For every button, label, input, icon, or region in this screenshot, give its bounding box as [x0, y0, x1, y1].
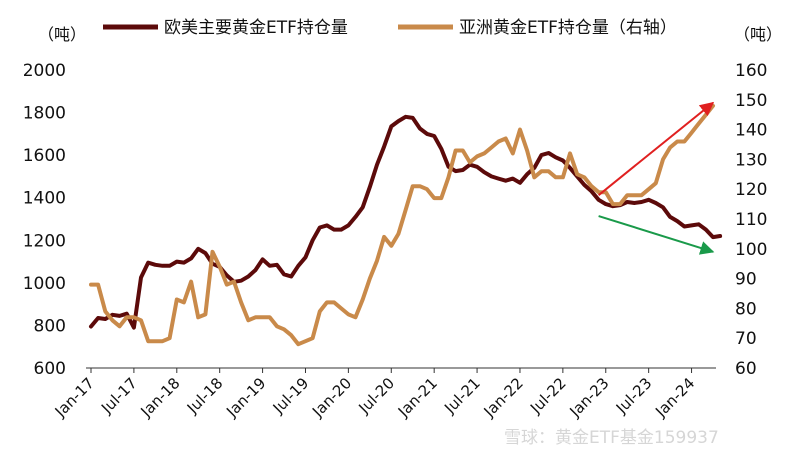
annotation-layer: [597, 101, 715, 255]
right-tick-label: 100: [735, 240, 767, 260]
series-layer: [89, 103, 723, 347]
left-axis-unit: （吨）: [38, 25, 86, 44]
right-tick-label: 70: [735, 329, 757, 349]
x-tick-label: Jul-18: [183, 374, 227, 418]
left-tick-label: 1600: [23, 146, 66, 166]
right-tick-label: 140: [735, 121, 767, 141]
x-tick-label: Jul-21: [440, 374, 484, 418]
right-tick-label: 110: [735, 210, 767, 230]
left-tick-label: 800: [34, 316, 66, 336]
right-tick-label: 160: [735, 61, 767, 81]
left-tick-label: 1800: [23, 104, 66, 124]
right-axis-ticks: 60 70 80 90 100 110 120 130 140 150 160: [735, 61, 767, 379]
x-tick-label: Jan-24: [651, 374, 698, 421]
x-tick-label: Jul-23: [612, 374, 656, 418]
x-tick-label: Jul-17: [97, 374, 141, 418]
left-tick-label: 1000: [23, 274, 66, 294]
legend: 欧美主要黄金ETF持仓量 亚洲黄金ETF持仓量（右轴）: [103, 18, 677, 38]
left-tick-label: 2000: [23, 61, 66, 81]
x-tick-label: Jan-22: [480, 374, 527, 421]
legend-label-west: 欧美主要黄金ETF持仓量: [164, 18, 348, 38]
right-tick-label: 120: [735, 180, 767, 200]
right-axis-unit: （吨）: [734, 25, 782, 44]
right-tick-label: 90: [735, 270, 757, 290]
x-tick-label: Jan-17: [51, 374, 98, 421]
left-tick-label: 1400: [23, 189, 66, 209]
left-axis-ticks: 600 800 1000 1200 1400 1600 1800 2000: [23, 61, 66, 379]
x-tick-label: Jan-21: [394, 374, 441, 421]
right-tick-label: 60: [735, 359, 757, 379]
right-tick-label: 150: [735, 91, 767, 111]
x-tick-label: Jan-19: [222, 374, 269, 421]
x-tick-label: Jul-20: [355, 374, 399, 418]
x-tick-label: Jan-18: [137, 374, 184, 421]
left-tick-label: 1200: [23, 231, 66, 251]
right-tick-label: 80: [735, 299, 757, 319]
x-tick-label: Jan-20: [308, 374, 355, 421]
trend-arrow-up: [597, 101, 715, 196]
x-tick-label: Jul-19: [269, 374, 313, 418]
legend-label-asia: 亚洲黄金ETF持仓量（右轴）: [459, 18, 677, 38]
left-tick-label: 600: [34, 359, 66, 379]
trend-arrow-down: [598, 215, 715, 255]
watermark-text: 雪球：黄金ETF基金159937: [504, 428, 719, 448]
x-tick-label: Jul-22: [526, 374, 570, 418]
series-line-asia: [89, 103, 715, 347]
x-tick-label: Jan-23: [565, 374, 612, 421]
right-tick-label: 130: [735, 150, 767, 170]
